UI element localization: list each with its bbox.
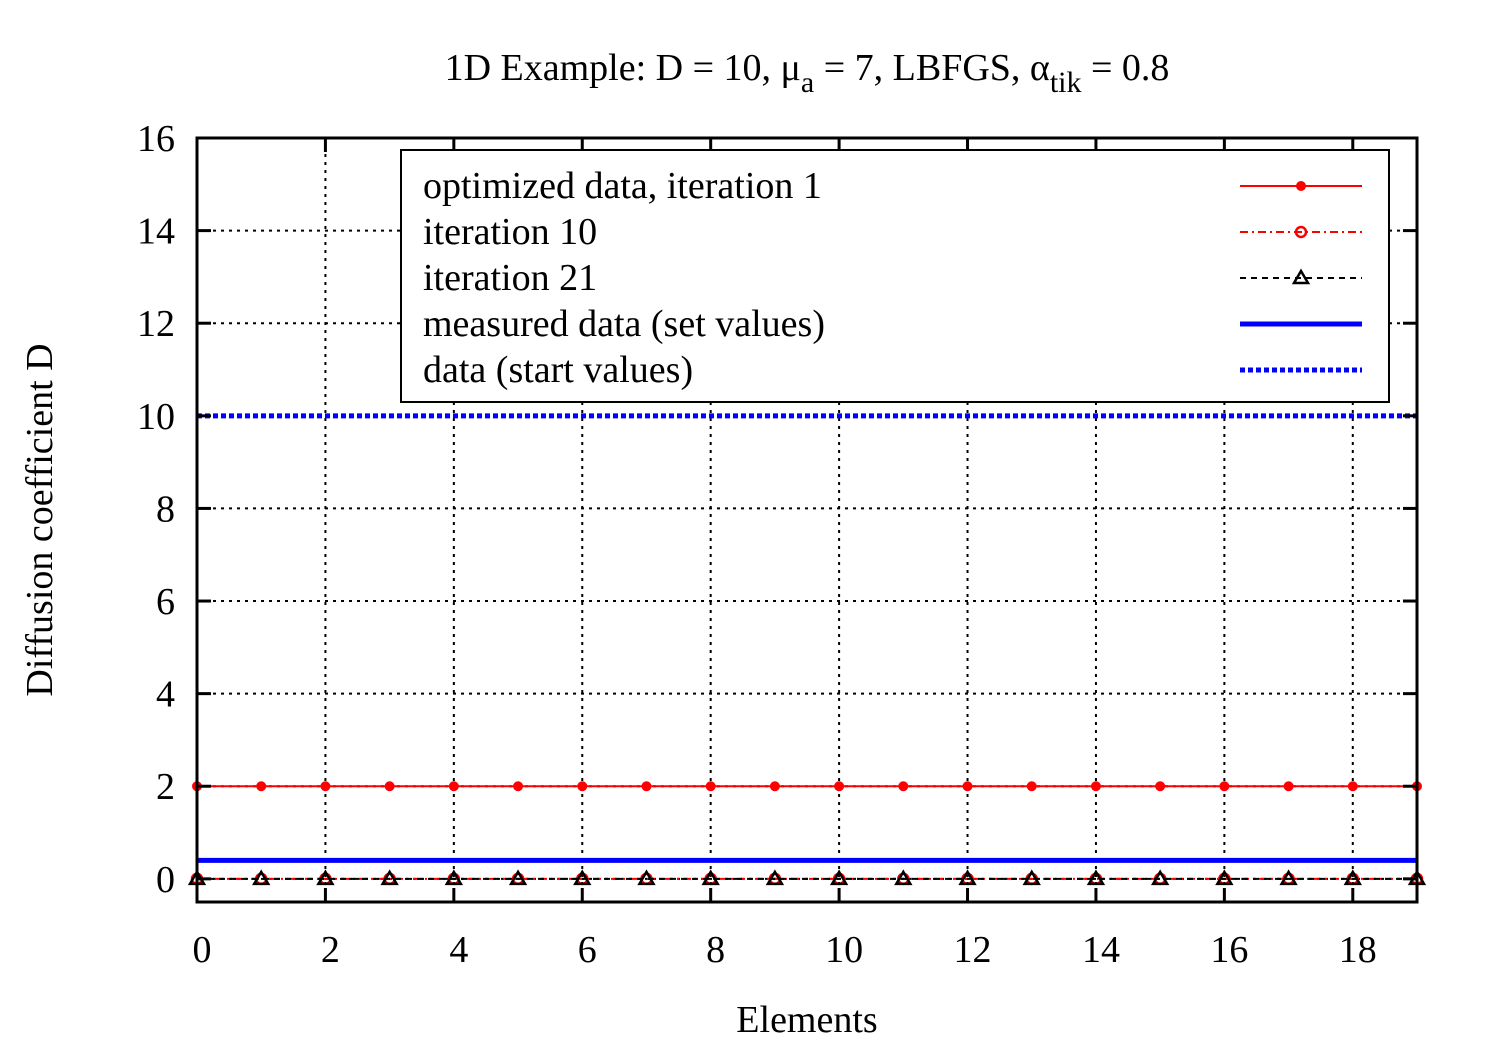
series-2: [187, 869, 1427, 886]
data-point: [1296, 181, 1306, 191]
y-tick-label: 4: [156, 674, 175, 716]
data-point: [1150, 869, 1170, 886]
data-point: [256, 781, 267, 792]
data-point: [577, 781, 588, 792]
y-tick-label: 12: [137, 303, 175, 345]
data-point: [380, 869, 399, 886]
x-tick-label: 16: [1210, 929, 1248, 971]
legend-label: iteration 21: [423, 257, 597, 299]
x-tick-label: 18: [1339, 929, 1377, 971]
plot-frame: [195, 136, 1419, 904]
chart-title: 1D Example: D = 10, μa = 7, LBFGS, αtik …: [445, 47, 1170, 99]
legend-item: iteration 21: [423, 257, 1362, 299]
y-tick-label: 16: [137, 118, 175, 160]
data-point: [765, 869, 785, 886]
data-point: [573, 869, 592, 886]
data-point: [1215, 869, 1234, 886]
data-point: [705, 781, 716, 792]
data-point: [894, 869, 913, 886]
data-point: [508, 869, 528, 886]
y-tick-label: 8: [156, 488, 175, 530]
legend-item: measured data (set values): [423, 303, 1362, 345]
data-point: [384, 781, 395, 792]
data-point: [320, 781, 331, 792]
axis-ticks: 0 2 4 6 8 10 12 14 16 0 2 4 6 8 10 12 14 16 18: [137, 118, 1417, 971]
legend-label: optimized data, iteration 1: [423, 165, 822, 207]
legend-item: optimized data, iteration 1: [423, 165, 1362, 207]
x-tick-label: 0: [193, 929, 212, 971]
x-tick-label: 10: [825, 929, 863, 971]
data-point: [834, 781, 845, 792]
legend-label: iteration 10: [423, 211, 597, 253]
data-point: [1291, 268, 1311, 285]
data-point: [1026, 781, 1037, 792]
data-point: [1279, 869, 1298, 886]
legend-label: data (start values): [423, 349, 693, 391]
y-tick-label: 6: [156, 581, 175, 623]
data-point: [769, 781, 780, 792]
legend-item: iteration 10: [423, 211, 1362, 253]
legend-label: measured data (set values): [423, 303, 825, 345]
y-tick-label: 10: [137, 396, 175, 438]
x-axis-label: Elements: [736, 999, 877, 1041]
x-tick-label: 12: [954, 929, 992, 971]
x-tick-label: 4: [449, 929, 468, 971]
data-point: [962, 781, 973, 792]
data-point: [1219, 781, 1230, 792]
data-point: [1347, 781, 1358, 792]
data-point: [1086, 869, 1106, 886]
data-point: [1283, 781, 1294, 792]
x-tick-label: 14: [1082, 929, 1120, 971]
x-tick-label: 2: [321, 929, 340, 971]
data-point: [1155, 781, 1166, 792]
data-point: [252, 869, 271, 886]
data-point: [898, 781, 909, 792]
legend-box: [400, 149, 1390, 403]
data-point: [701, 869, 720, 886]
data-point: [1090, 781, 1101, 792]
data-point: [513, 781, 524, 792]
x-tick-label: 8: [706, 929, 725, 971]
legend-item: data (start values): [423, 349, 1362, 391]
data-point: [641, 781, 652, 792]
data-point: [637, 869, 656, 886]
data-point: [1294, 225, 1308, 239]
data-point: [1343, 869, 1362, 886]
y-axis-label: Diffusion coefficient D: [19, 343, 61, 696]
data-point: [958, 869, 977, 886]
y-tick-label: 14: [137, 211, 175, 253]
data-point: [829, 869, 849, 886]
data-point: [316, 869, 335, 886]
data-point: [448, 781, 459, 792]
data-point: [1022, 869, 1041, 886]
data-point: [444, 869, 464, 886]
y-tick-label: 2: [156, 766, 175, 808]
x-tick-label: 6: [578, 929, 597, 971]
series-0: [192, 781, 1422, 792]
y-tick-label: 0: [156, 859, 175, 901]
series-layer: [187, 413, 1427, 886]
